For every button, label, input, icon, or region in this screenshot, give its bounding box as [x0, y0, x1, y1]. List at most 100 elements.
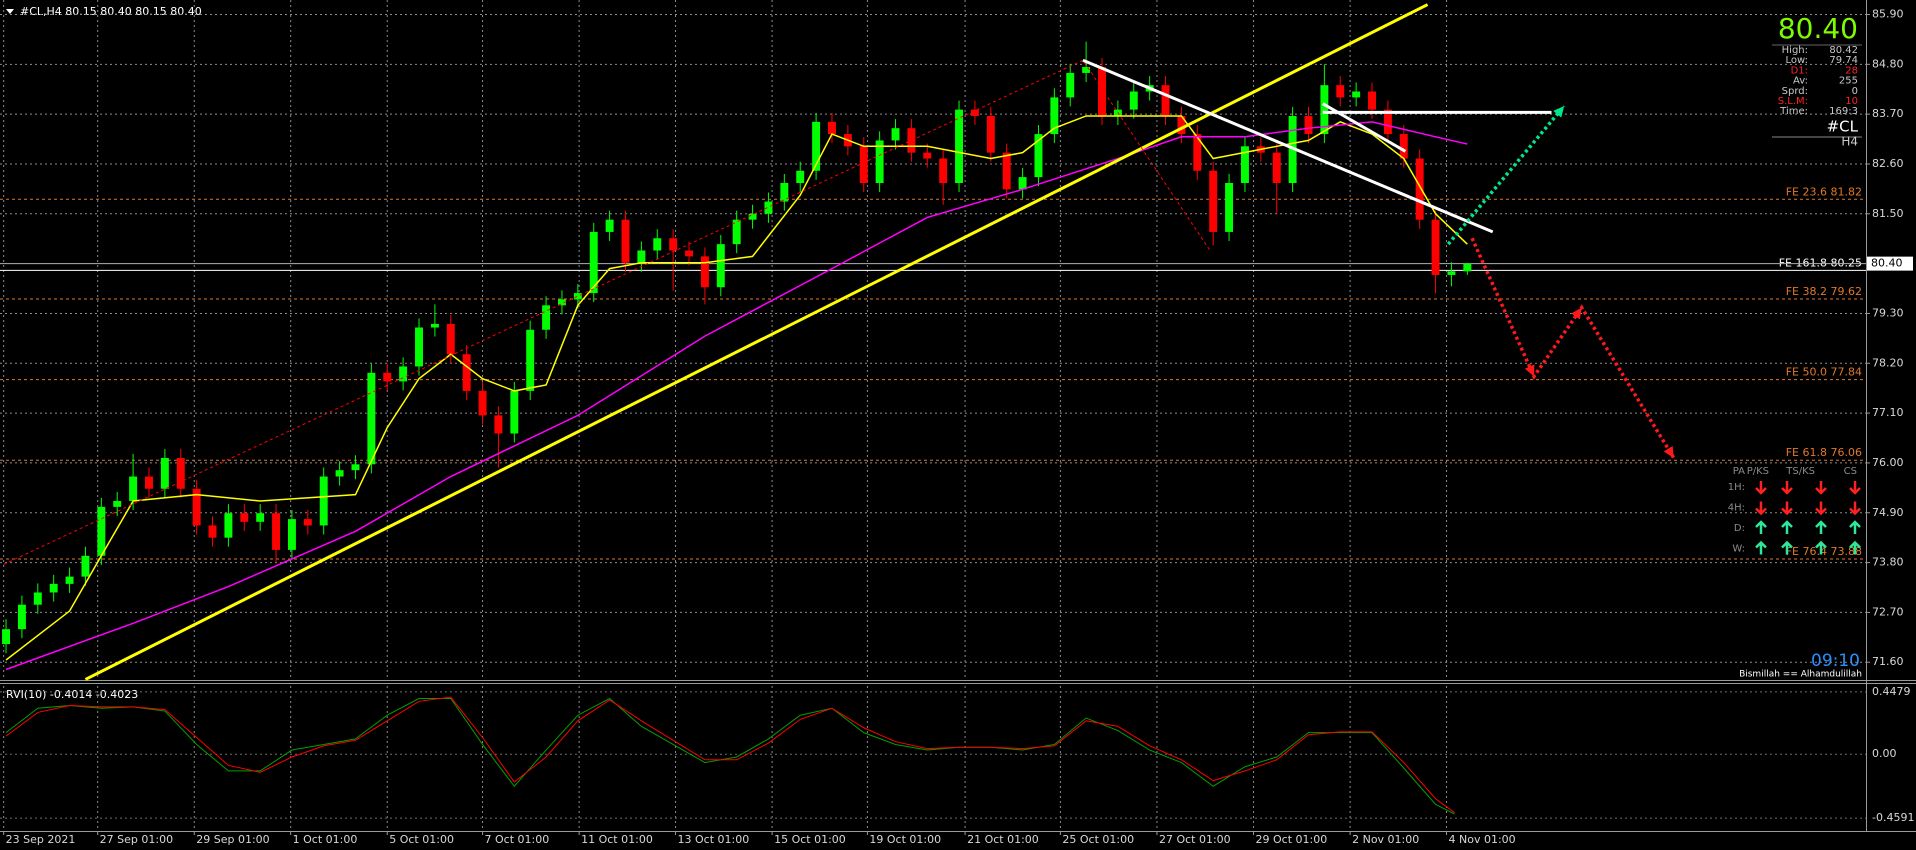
x-tick-label: 27 Sep 01:00	[100, 833, 173, 846]
candle-body	[796, 170, 805, 183]
arrow-head	[1663, 446, 1674, 458]
y-tick-label: 83.70	[1872, 107, 1904, 120]
candle-body	[605, 219, 614, 232]
candle-body	[1018, 177, 1027, 190]
info-label: High:	[1782, 45, 1808, 56]
candle-body	[1098, 67, 1106, 116]
candle-body	[573, 293, 582, 300]
signal-arrow	[1781, 520, 1793, 534]
x-tick-label: 29 Sep 01:00	[196, 833, 269, 846]
candle-body	[1193, 134, 1202, 171]
candle-body	[319, 476, 328, 526]
candle-body	[589, 231, 598, 294]
candle-body	[923, 152, 932, 159]
candle-body	[351, 464, 360, 471]
info-label: Time:	[1779, 106, 1808, 117]
candle-body	[669, 238, 678, 251]
info-label: S.L.M:	[1778, 96, 1808, 107]
candle-body	[240, 513, 249, 522]
candle-body	[1320, 85, 1329, 135]
candle-body	[986, 115, 995, 153]
candle-body	[1129, 91, 1138, 110]
candle-body	[557, 299, 566, 306]
signal-arrow	[1781, 481, 1793, 495]
info-label: Av:	[1793, 76, 1808, 87]
candle-body	[955, 109, 964, 183]
signal-arrow	[1849, 520, 1861, 534]
indicator-line	[5, 696, 1455, 814]
x-tick-label: 19 Oct 01:00	[869, 833, 941, 846]
signal-arrow	[1781, 501, 1793, 516]
y-tick-label: 78.20	[1872, 356, 1904, 369]
candle-body	[970, 109, 979, 116]
signal-arrow	[1815, 501, 1827, 516]
candle-body	[1352, 91, 1361, 98]
candle-body	[542, 305, 551, 330]
signal-label: 1H:	[1728, 482, 1745, 493]
info-value: 79.74	[1829, 55, 1858, 66]
signal-arrow	[1815, 520, 1827, 534]
signal-arrow	[1815, 481, 1827, 495]
x-tick-label: 4 Nov 01:00	[1449, 833, 1516, 846]
signal-header: P/KS	[1747, 466, 1769, 477]
candle-body	[1034, 134, 1043, 178]
signal-header: PA	[1733, 466, 1745, 477]
candle-body	[176, 457, 185, 489]
indicator-line	[5, 697, 1455, 815]
drawn-line	[3, 59, 1211, 565]
level-label: FE 38.2 79.62	[1786, 285, 1862, 298]
y-tick-label: 72.70	[1872, 605, 1904, 618]
candle-body	[1304, 115, 1313, 135]
clock: 09:10	[1811, 651, 1860, 671]
y-tick-label: 73.80	[1872, 556, 1904, 569]
y-tick-label: -0.4591	[1872, 811, 1914, 824]
candle-body	[859, 146, 868, 183]
menu-icon[interactable]	[6, 9, 14, 14]
candle-body	[939, 158, 948, 183]
candle-body	[764, 201, 773, 214]
info-label: Low:	[1785, 55, 1808, 66]
candle-body	[399, 366, 408, 382]
candle-body	[33, 592, 42, 605]
level-label: FE 23.6 81.82	[1786, 185, 1862, 198]
candle-body	[367, 372, 376, 465]
candle-body	[1272, 152, 1281, 183]
y-tick-label: 85.90	[1872, 7, 1904, 20]
x-tick-label: 27 Oct 01:00	[1159, 833, 1231, 846]
candle-body	[526, 329, 535, 391]
candle-body	[446, 323, 455, 355]
signal-arrow	[1755, 540, 1767, 555]
candle-body	[1447, 271, 1456, 275]
candle-body	[1177, 115, 1186, 135]
info-value: 255	[1839, 76, 1858, 87]
drawn-line	[84, 3, 1429, 681]
candle-body	[145, 476, 153, 489]
signal-header: TS/KS	[1785, 466, 1815, 477]
level-label: FE 61.8 76.06	[1786, 446, 1862, 459]
signal-arrow	[1755, 501, 1767, 516]
x-tick-label: 11 Oct 01:00	[581, 833, 653, 846]
x-tick-label: 13 Oct 01:00	[678, 833, 750, 846]
drawn-line	[1470, 237, 1676, 459]
footer-text: Bismillah == Alhamdulillah	[1739, 670, 1862, 680]
arrow-head	[1571, 307, 1582, 320]
candle-body	[875, 140, 884, 183]
candle-body	[303, 519, 312, 526]
candle-body	[685, 250, 693, 257]
y-tick-label: 79.30	[1872, 306, 1904, 319]
candle-body	[494, 415, 503, 434]
info-label: Sprd:	[1782, 86, 1808, 97]
candle-body	[224, 513, 233, 538]
signal-arrow	[1849, 481, 1861, 495]
drawn-line	[1446, 104, 1566, 246]
candle-body	[1050, 97, 1059, 135]
candle-body	[160, 457, 169, 489]
y-tick-label: 82.60	[1872, 157, 1904, 170]
drawn-line	[1082, 58, 1494, 234]
candle-body	[1082, 67, 1091, 73]
candle-body	[478, 390, 487, 416]
candle-body	[1240, 146, 1249, 183]
info-value: 28	[1845, 65, 1858, 76]
candle-body	[510, 390, 519, 434]
candle-body	[208, 525, 217, 538]
